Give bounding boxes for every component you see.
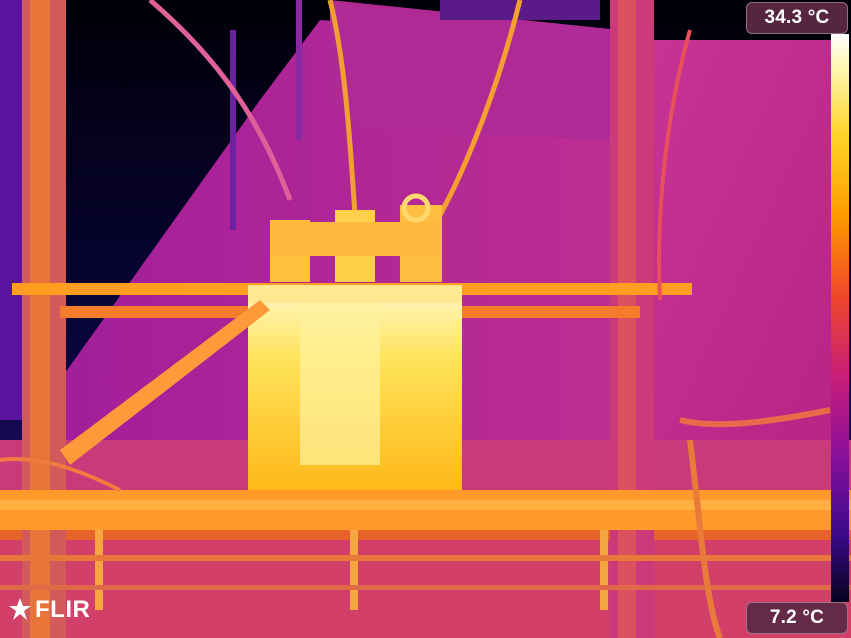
overhead-wire-1 (148, 0, 293, 201)
diagonal-brace (60, 300, 270, 465)
flir-logo: FLIR (9, 596, 90, 624)
upper-building (330, 0, 620, 140)
right-wall (640, 40, 831, 460)
flir-logo-text: FLIR (35, 596, 91, 623)
overhead-wire-3 (437, 0, 523, 217)
flir-flame-icon (9, 598, 31, 620)
overhead-wire-2 (327, 0, 358, 216)
temperature-scale-bar (831, 34, 849, 602)
max-temperature-label: 34.3 °C (746, 2, 848, 34)
min-temperature-label: 7.2 °C (746, 602, 848, 634)
